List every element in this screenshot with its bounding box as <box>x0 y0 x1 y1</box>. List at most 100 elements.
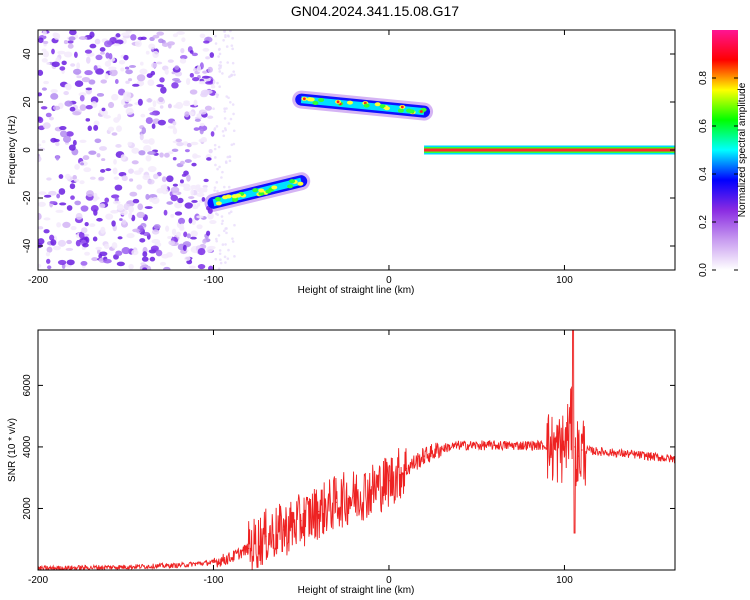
noise-speck <box>142 251 148 258</box>
noise-speck <box>74 80 84 87</box>
spectrogram-ylabel: Frequency (Hz) <box>7 116 18 185</box>
noise-speck <box>85 87 93 91</box>
noise-speck <box>172 120 177 126</box>
noise-speck <box>164 152 170 158</box>
noise-speck <box>103 258 112 264</box>
noise-speck <box>121 175 128 182</box>
noise-speck <box>229 117 233 121</box>
noise-speck <box>139 61 144 66</box>
spectrogram-ytick-label: 40 <box>22 48 33 60</box>
noise-speck <box>128 65 137 68</box>
noise-speck <box>63 40 69 45</box>
noise-speck <box>163 266 171 270</box>
noise-speck <box>197 247 206 256</box>
noise-speck <box>215 237 218 241</box>
noise-speck <box>192 205 199 210</box>
noise-speck <box>218 249 222 252</box>
noise-speck <box>232 142 236 146</box>
noise-speck <box>113 159 117 165</box>
snr-point <box>247 547 250 550</box>
noise-speck <box>121 32 130 37</box>
noise-speck <box>167 43 172 49</box>
noise-speck <box>100 51 105 55</box>
noise-speck <box>42 122 51 129</box>
noise-speck <box>179 179 184 184</box>
noise-speck <box>42 40 49 45</box>
noise-speck <box>63 51 73 58</box>
noise-speck <box>138 150 146 156</box>
noise-speck <box>186 142 192 148</box>
noise-speck <box>131 147 140 154</box>
noise-speck <box>139 82 145 86</box>
noise-speck <box>218 85 221 89</box>
noise-speck <box>197 263 206 270</box>
noise-speck <box>83 233 90 237</box>
noise-speck <box>46 62 51 65</box>
noise-speck <box>132 228 140 233</box>
noise-speck <box>218 64 221 67</box>
noise-speck <box>48 190 57 196</box>
noise-speck <box>167 103 172 109</box>
signal-blob <box>379 104 386 109</box>
noise-speck <box>61 60 67 66</box>
noise-speck <box>72 111 81 116</box>
noise-speck <box>74 163 80 170</box>
snr-series-line <box>38 330 675 570</box>
noise-speck <box>91 257 99 262</box>
noise-speck <box>218 52 222 56</box>
snr-point <box>370 489 373 491</box>
noise-speck <box>67 40 74 44</box>
noise-speck <box>175 138 183 143</box>
noise-speck <box>93 124 99 131</box>
signal-blob <box>408 109 415 114</box>
noise-speck <box>126 201 132 205</box>
noise-speck <box>231 36 234 40</box>
snr-xlabel: Height of straight line (km) <box>298 585 415 596</box>
noise-speck <box>225 95 229 98</box>
noise-speck <box>128 205 134 213</box>
noise-speck <box>104 197 110 203</box>
noise-speck <box>109 69 118 77</box>
noise-speck <box>105 168 112 172</box>
noise-speck <box>120 99 126 106</box>
noise-speck <box>139 133 144 141</box>
noise-speck <box>89 176 96 180</box>
noise-speck <box>214 257 218 261</box>
noise-speck <box>231 237 234 240</box>
noise-speck <box>99 47 106 52</box>
signal-blob <box>265 189 272 194</box>
noise-speck <box>94 138 102 144</box>
noise-speck <box>186 174 191 182</box>
noise-speck <box>38 226 44 230</box>
noise-speck <box>227 122 231 125</box>
noise-speck <box>55 141 60 147</box>
noise-speck <box>115 250 123 256</box>
noise-speck <box>219 258 222 262</box>
noise-speck <box>200 137 207 142</box>
noise-speck <box>57 50 66 55</box>
noise-speck <box>188 217 193 224</box>
noise-speck <box>224 128 227 132</box>
noise-speck <box>95 246 102 251</box>
noise-speck <box>152 50 159 58</box>
noise-speck <box>38 37 44 44</box>
noise-speck <box>153 224 161 230</box>
noise-speck <box>147 165 157 173</box>
noise-speck <box>76 62 81 70</box>
colorbar: 0.0 0.2 0.4 0.6 0.8 Normalized spectral ampl… <box>698 30 748 277</box>
noise-speck <box>201 197 206 202</box>
noise-speck <box>75 212 83 220</box>
snr-xtick-label: -200 <box>28 575 48 586</box>
noise-speck <box>209 52 215 58</box>
noise-speck <box>182 101 191 107</box>
noise-speck <box>232 112 235 116</box>
noise-speck <box>143 144 152 152</box>
snr-point <box>546 444 548 446</box>
noise-speck <box>145 50 150 55</box>
noise-speck <box>199 128 204 135</box>
noise-speck <box>105 213 114 220</box>
noise-speck <box>78 92 87 97</box>
noise-speck <box>214 34 217 38</box>
noise-speck <box>223 255 227 259</box>
noise-speck <box>228 155 232 158</box>
